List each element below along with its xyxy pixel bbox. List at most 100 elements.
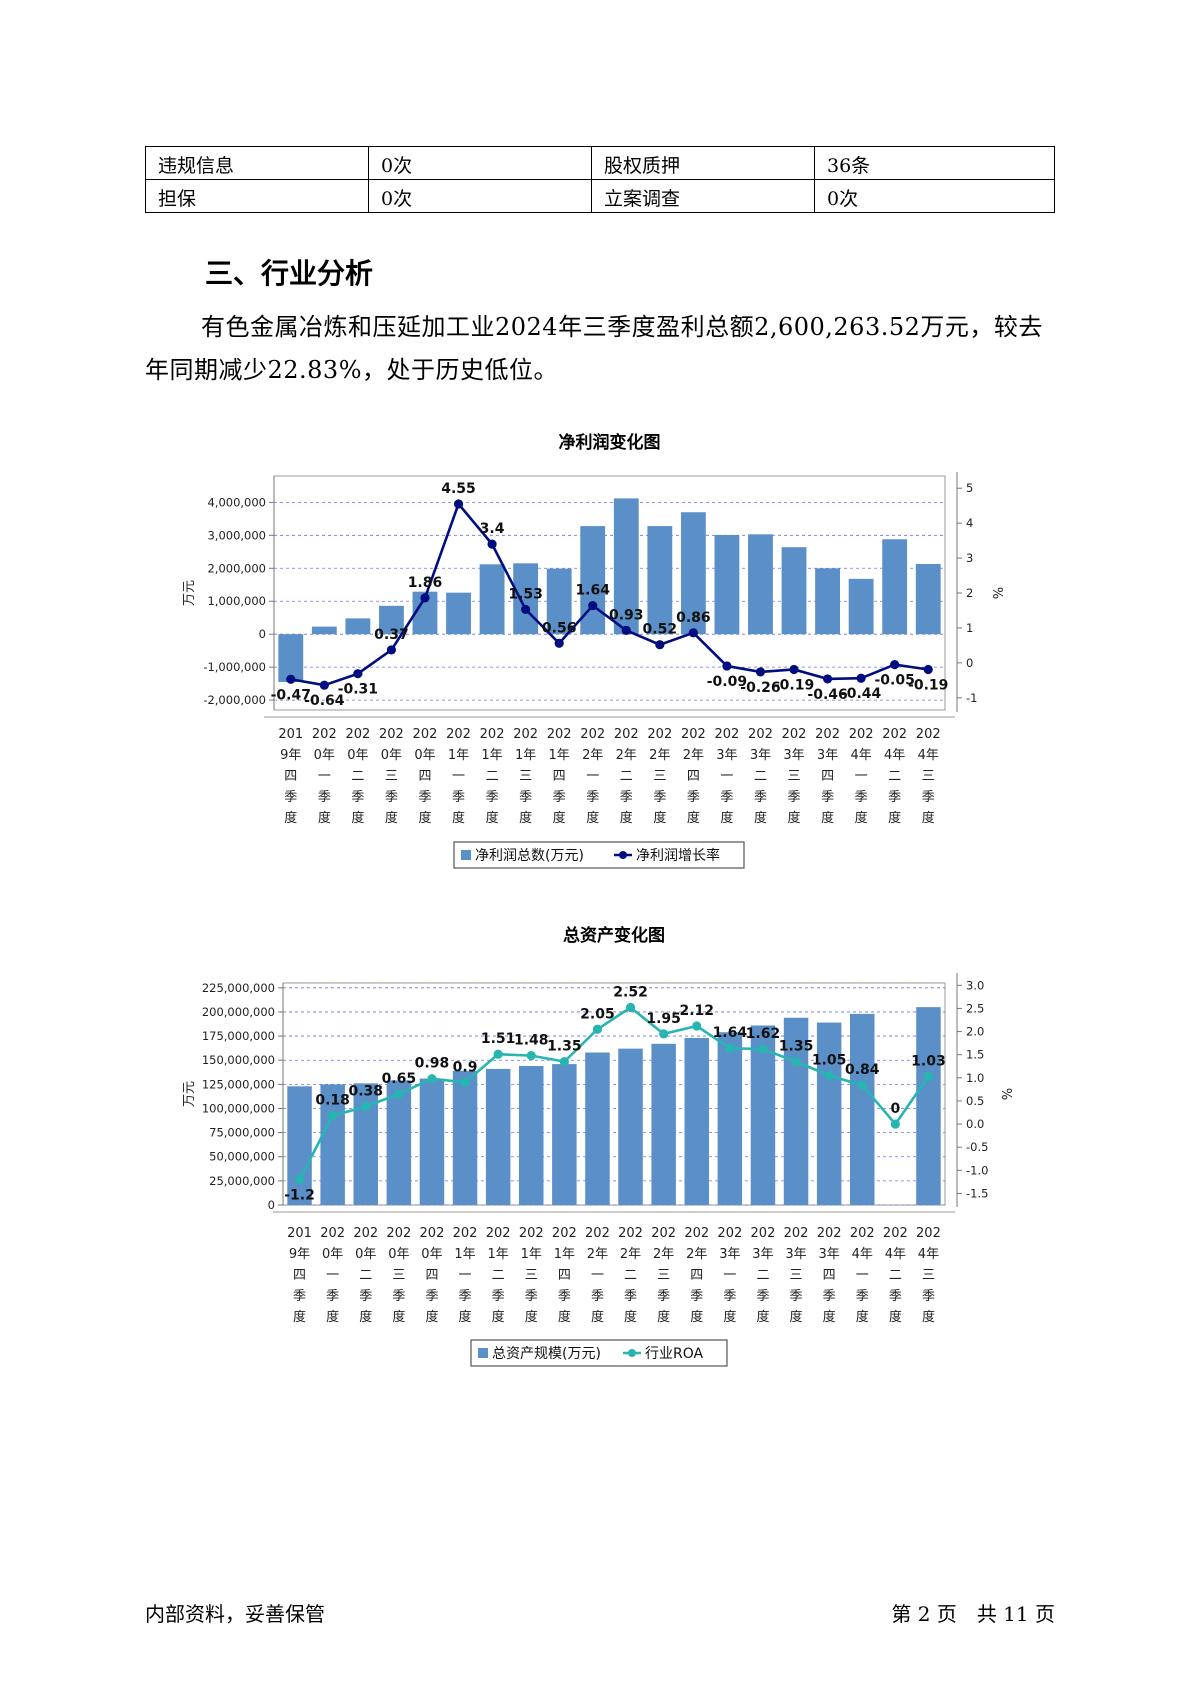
y-tick-label: 2,000,000 (207, 561, 266, 575)
y2-tick-label: 2.0 (966, 1025, 984, 1039)
x-tick-label: 季 (553, 790, 566, 805)
legend-line-marker (628, 1349, 636, 1357)
x-tick-label: 度 (486, 810, 499, 826)
x-tick-label: 度 (284, 810, 297, 826)
x-tick-label: 季 (452, 790, 465, 805)
data-label: 1.64 (713, 1025, 748, 1041)
x-tick-label: 2年 (620, 1247, 641, 1262)
bar (651, 1043, 676, 1205)
bar (419, 1078, 445, 1205)
x-tick-label: 202 (883, 1226, 908, 1241)
x-tick-label: 度 (553, 810, 566, 826)
line-point (554, 638, 564, 648)
x-tick-label: 度 (326, 1309, 339, 1325)
x-tick-label: 3年 (752, 1247, 773, 1262)
x-tick-label: 1年 (481, 748, 502, 763)
y2-tick-label: 4 (966, 516, 973, 530)
x-tick-label: 202 (513, 727, 538, 742)
table-cell: 违规信息 (145, 146, 369, 180)
x-tick-label: 季 (687, 790, 700, 805)
bar (452, 1070, 478, 1205)
bar (585, 1052, 610, 1205)
line-point (328, 1111, 338, 1121)
x-tick-label: 二 (486, 769, 499, 784)
x-tick-label: 202 (717, 1226, 742, 1241)
y-tick-label: -2,000,000 (203, 693, 266, 707)
x-tick-label: 1年 (515, 748, 536, 763)
bar (882, 539, 908, 635)
line-point (655, 640, 665, 650)
x-tick-label: 三 (653, 769, 666, 784)
x-tick-label: 202 (850, 1226, 875, 1241)
x-tick-label: 3年 (819, 1247, 840, 1262)
x-tick-label: 度 (723, 1309, 736, 1325)
x-tick-label: 1年 (454, 1247, 475, 1262)
chart-title: 净利润变化图 (559, 432, 661, 453)
table-cell: 担保 (145, 179, 369, 213)
x-tick-label: 一 (856, 1268, 869, 1283)
line-point (294, 1174, 305, 1185)
x-tick-label: 四 (425, 1268, 438, 1283)
x-tick-label: 202 (784, 1226, 809, 1241)
x-tick-label: 202 (519, 1226, 544, 1241)
table-row: 违规信息 0次 股权质押 36条 (145, 146, 1055, 180)
x-tick-label: 二 (359, 1268, 372, 1283)
x-tick-label: 四 (553, 769, 566, 784)
x-tick-label: 季 (856, 1289, 869, 1304)
y2-tick-label: 1 (966, 621, 973, 635)
x-tick-label: 四 (418, 769, 431, 784)
y2-tick-label: 3 (966, 551, 973, 565)
y2-tick-label: -1.5 (966, 1186, 988, 1200)
analysis-paragraph: 有色金属冶炼和压延加工业2024年三季度盈利总额2,600,263.52万元，较… (145, 313, 1043, 384)
y-tick-label: 175,000,000 (202, 1029, 275, 1043)
x-tick-label: 度 (624, 1309, 637, 1325)
line-point (856, 673, 866, 683)
data-label: 1.62 (746, 1026, 781, 1042)
x-tick-label: 度 (756, 1309, 769, 1325)
x-tick-label: 四 (293, 1268, 306, 1283)
x-tick-label: 202 (386, 1226, 411, 1241)
x-tick-label: 度 (889, 1309, 902, 1325)
x-tick-label: 4年 (918, 1247, 939, 1262)
bar (278, 634, 304, 682)
data-label: 1.05 (812, 1053, 847, 1069)
y-tick-label: 0 (259, 627, 266, 641)
x-tick-label: 1年 (488, 1247, 509, 1262)
legend-label: 净利润总数(万元) (475, 848, 584, 864)
line-point (487, 539, 497, 549)
x-tick-label: 度 (586, 810, 599, 826)
y-tick-label: 3,000,000 (207, 528, 266, 542)
legend-box (470, 1339, 728, 1367)
x-tick-label: 度 (855, 810, 868, 826)
x-tick-label: 季 (418, 790, 431, 805)
x-tick-label: 202 (345, 727, 370, 742)
x-tick-label: 二 (624, 1268, 637, 1283)
bar (714, 534, 740, 635)
bar (850, 1013, 875, 1205)
x-tick-label: 季 (922, 1289, 935, 1304)
y2-tick-label: 0 (966, 656, 973, 670)
x-tick-label: 度 (385, 810, 398, 826)
x-tick-label: 度 (687, 810, 700, 826)
x-tick-label: 202 (379, 727, 404, 742)
x-tick-label: 0年 (314, 748, 335, 763)
bar (485, 1068, 511, 1205)
x-tick-label: 度 (519, 810, 532, 826)
x-tick-label: 1年 (549, 748, 570, 763)
x-tick-label: 度 (492, 1309, 505, 1325)
line-point (791, 1057, 801, 1067)
x-tick-label: 季 (284, 790, 297, 805)
legend-label: 行业ROA (645, 1346, 704, 1362)
x-tick-label: 2年 (587, 1247, 608, 1262)
x-tick-label: 202 (748, 727, 773, 742)
line-point (890, 659, 900, 670)
bar (353, 1083, 378, 1205)
x-tick-label: 2年 (616, 748, 637, 763)
x-tick-label: 202 (849, 727, 874, 742)
legend-line-marker (619, 851, 627, 859)
table-cell: 股权质押 (591, 146, 815, 180)
bar (345, 618, 371, 635)
line-point (824, 1070, 834, 1081)
table-cell: 36条 (814, 146, 1055, 180)
x-tick-label: 度 (922, 1309, 935, 1325)
